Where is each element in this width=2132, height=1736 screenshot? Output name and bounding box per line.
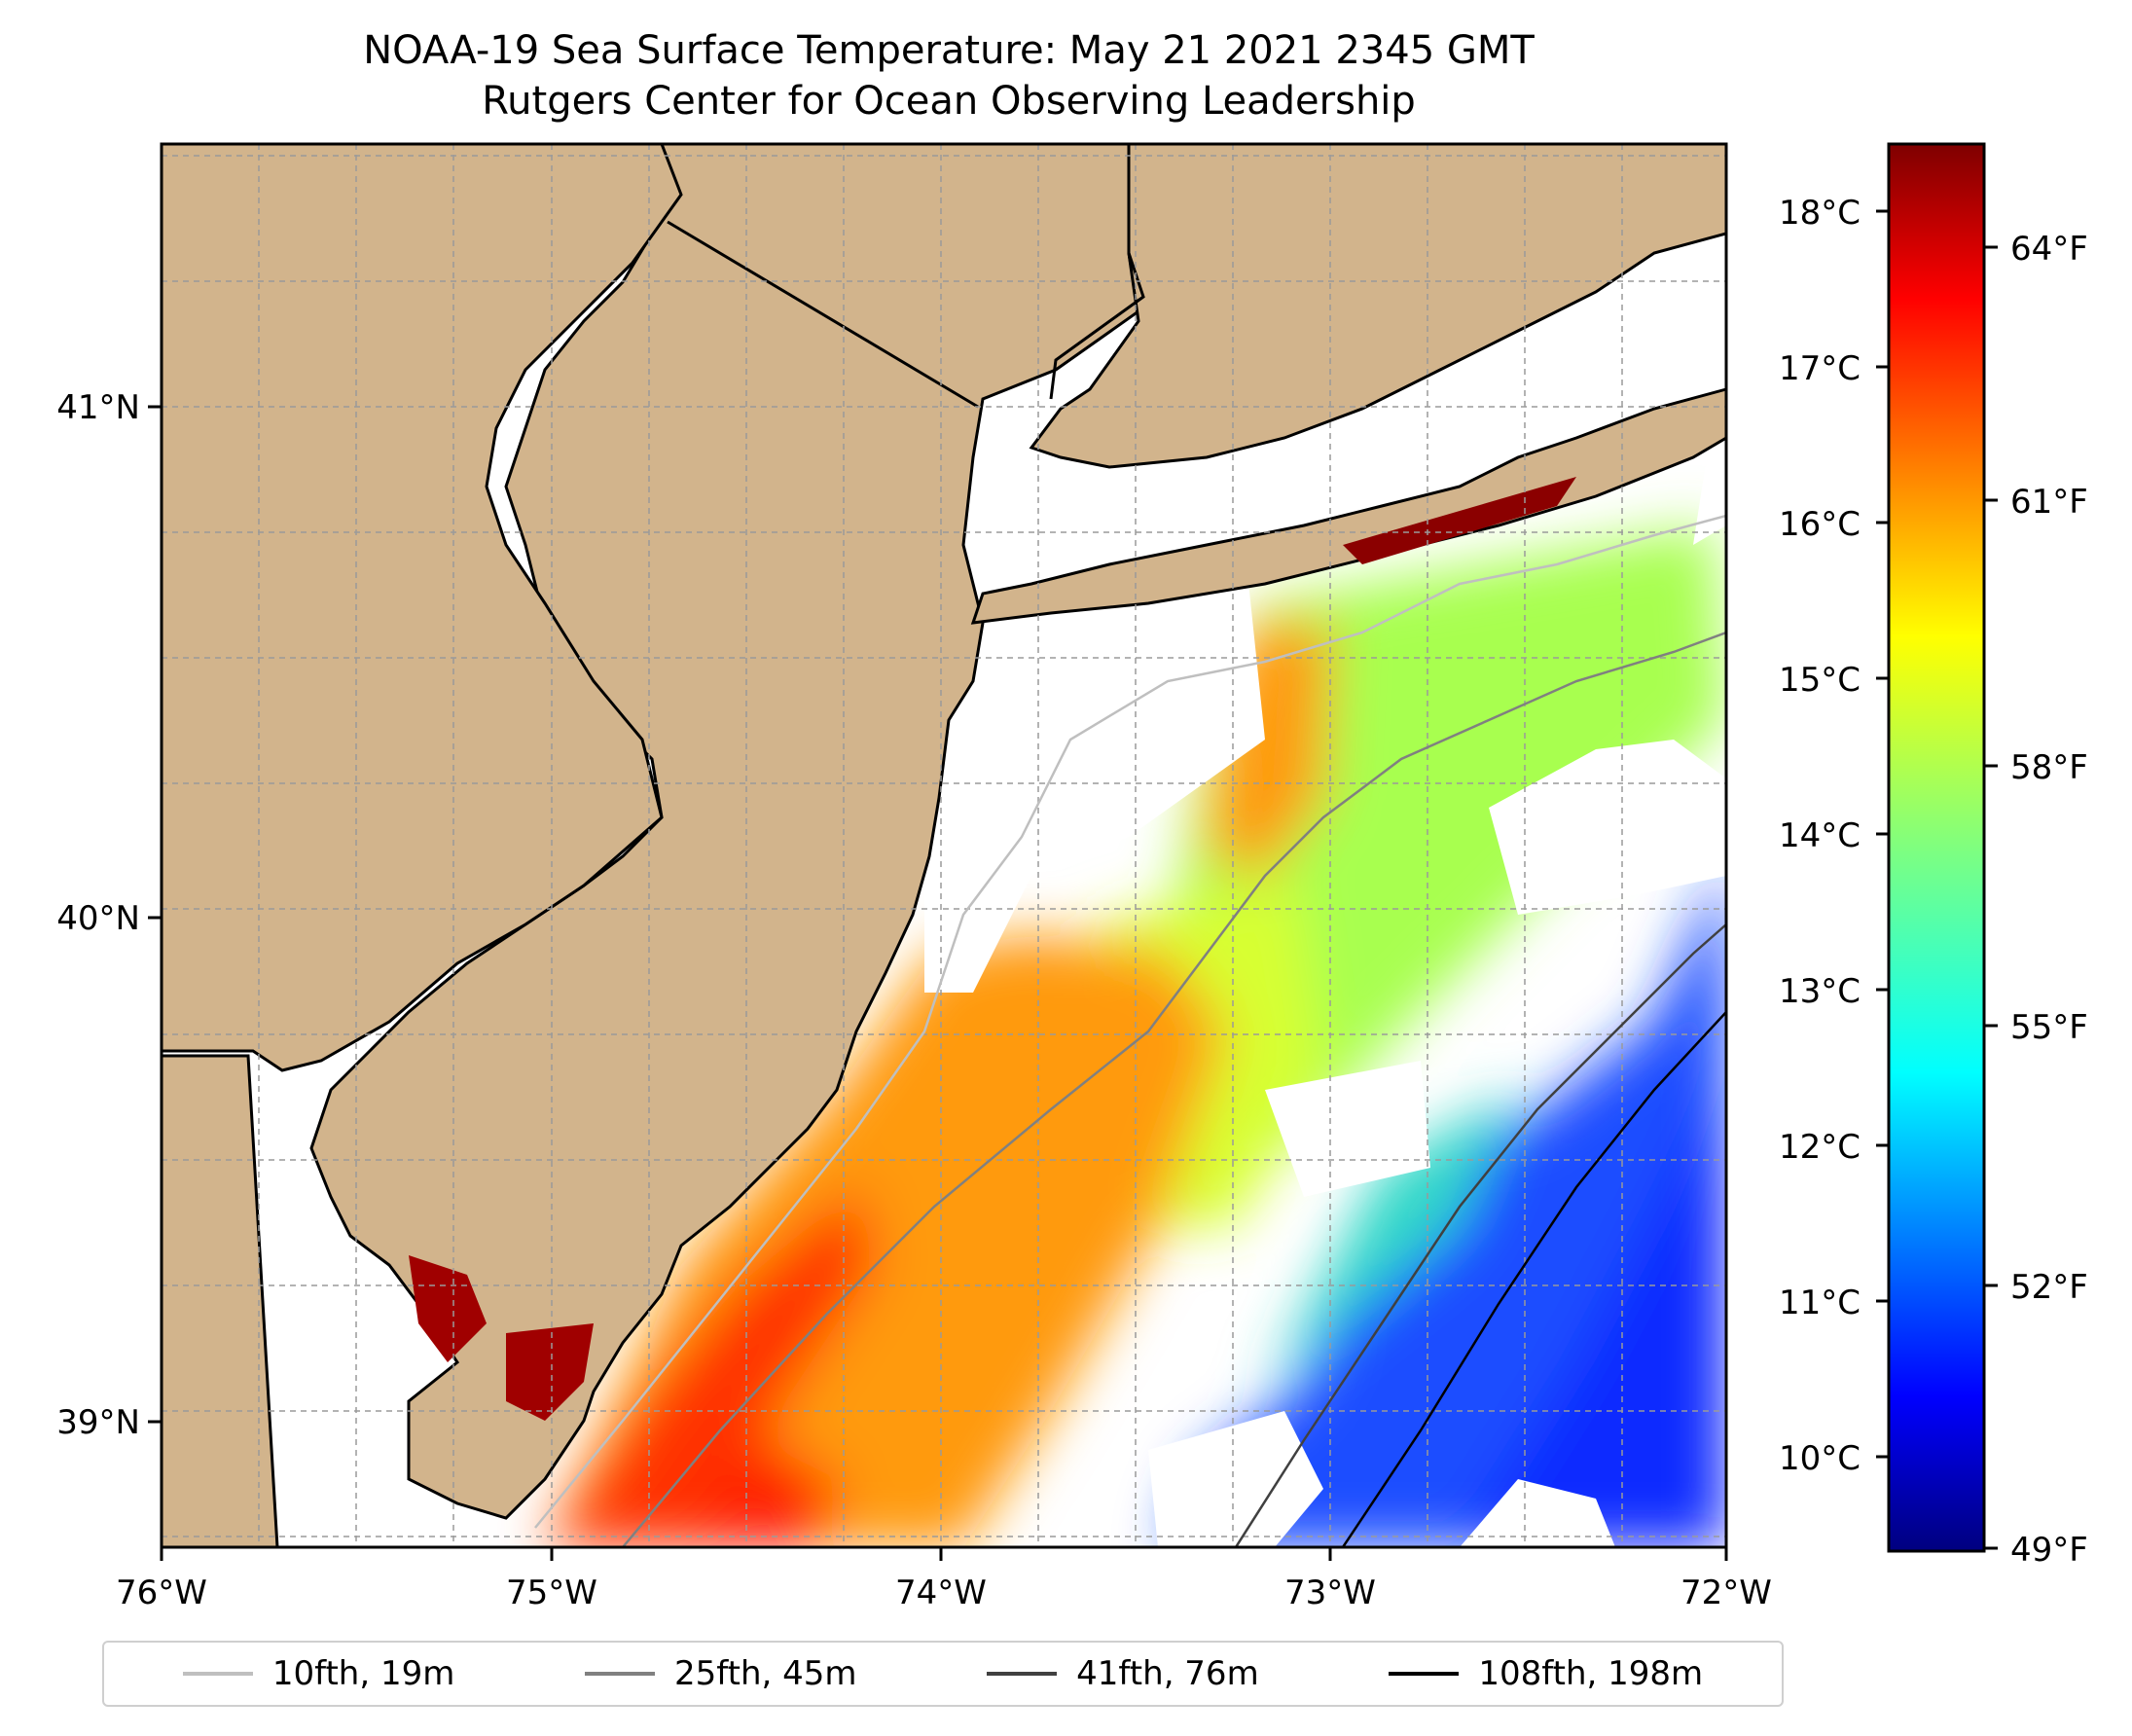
lat-tick-label: 40°N: [56, 899, 140, 938]
legend-label: 41fth, 76m: [1076, 1654, 1259, 1693]
fahrenheit-tick-label: 52°F: [2010, 1268, 2088, 1307]
lon-tick-label: 75°W: [506, 1573, 597, 1612]
land-new-york-connecticut: [1029, 144, 1726, 469]
legend-item: 108fth, 198m: [1389, 1654, 1703, 1693]
legend-item: 25fth, 45m: [585, 1654, 857, 1693]
delaware-bay-sst: [409, 1255, 487, 1362]
land-new-jersey: [162, 144, 1140, 1520]
land-pennsylvania: [162, 144, 683, 1072]
celsius-tick-label: 10°C: [1779, 1439, 1861, 1478]
map-frame: [160, 142, 1728, 1549]
celsius-tick-label: 15°C: [1779, 661, 1861, 700]
lon-tick-label: 73°W: [1284, 1573, 1376, 1612]
legend-item: 10fth, 19m: [182, 1654, 455, 1693]
legend-label: 108fth, 198m: [1478, 1654, 1704, 1693]
delaware-bay-sst-2: [506, 1323, 594, 1421]
celsius-tick-label: 17°C: [1779, 349, 1861, 388]
lon-tick-label: 74°W: [895, 1573, 987, 1612]
isobath-contours: [534, 514, 1726, 1547]
lat-tick-marks: [148, 405, 162, 1424]
lon-tick-label: 72°W: [1680, 1573, 1772, 1612]
celsius-tick-label: 16°C: [1779, 505, 1861, 544]
legend-line-41fth: [987, 1672, 1058, 1676]
lon-tick-label: 76°W: [116, 1573, 207, 1612]
colorbar: [1887, 142, 1986, 1553]
fahrenheit-tick-label: 49°F: [2010, 1531, 2088, 1570]
state-border-ny-ct: [1049, 144, 1145, 400]
legend-line-108fth: [1389, 1672, 1460, 1676]
isobath-10fth: [534, 514, 1726, 1529]
celsius-tick-label: 14°C: [1779, 816, 1861, 855]
celsius-tick-marks: [1876, 209, 1889, 1459]
legend-label: 10fth, 19m: [271, 1654, 455, 1693]
lat-tick-label: 39°N: [56, 1403, 140, 1442]
celsius-tick-label: 18°C: [1779, 194, 1861, 233]
lat-tick-label: 41°N: [56, 388, 140, 427]
fahrenheit-tick-label: 61°F: [2010, 483, 2088, 522]
celsius-tick-label: 11°C: [1779, 1284, 1861, 1322]
state-border-ny-nj: [667, 220, 979, 409]
land-long-island: [970, 387, 1726, 625]
map-title: NOAA-19 Sea Surface Temperature: May 21 …: [363, 28, 1535, 73]
isobath-25fth: [622, 631, 1726, 1547]
fahrenheit-tick-label: 55°F: [2010, 1008, 2088, 1047]
map-subtitle: Rutgers Center for Ocean Observing Leade…: [482, 79, 1416, 124]
legend-line-10fth: [182, 1672, 253, 1676]
legend-item: 41fth, 76m: [987, 1654, 1259, 1693]
celsius-tick-label: 13°C: [1779, 972, 1861, 1011]
legend-label: 25fth, 45m: [674, 1654, 857, 1693]
land-delaware-maryland: [162, 1054, 279, 1547]
lon-tick-marks: [160, 1547, 1728, 1561]
isobath-41fth: [1234, 923, 1726, 1547]
fahrenheit-tick-marks: [1984, 245, 1998, 1550]
long-island-south-shore-sst: [1343, 477, 1576, 564]
celsius-tick-label: 12°C: [1779, 1128, 1861, 1167]
fahrenheit-tick-label: 64°F: [2010, 230, 2088, 269]
fahrenheit-tick-label: 58°F: [2010, 748, 2088, 787]
isobath-legend: 10fth, 19m 25fth, 45m 41fth, 76m 108fth,…: [102, 1641, 1784, 1707]
legend-line-25fth: [585, 1672, 655, 1676]
isobath-108fth: [1341, 1011, 1726, 1547]
